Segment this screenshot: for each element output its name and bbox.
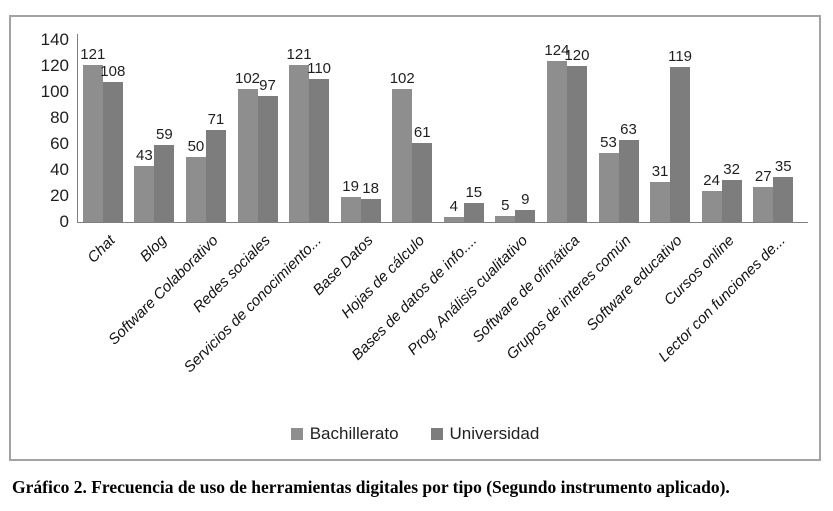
- bar-universidad: [566, 66, 587, 222]
- y-axis-tick-label: 120: [40, 56, 69, 75]
- x-axis-category-label: Blog: [137, 232, 171, 266]
- bar-universidad: [773, 176, 794, 222]
- value-label: 61: [413, 123, 431, 141]
- y-axis-tick-label: 100: [40, 82, 69, 101]
- bar-bachillerato: [753, 186, 774, 222]
- figure-caption: Gráfico 2. Frecuencia de uso de herramie…: [12, 477, 730, 497]
- y-axis-line: [77, 34, 78, 222]
- bar-bachillerato: [289, 64, 310, 222]
- value-label: 110: [307, 60, 332, 77]
- y-axis-tick-label: 80: [50, 108, 69, 127]
- value-label: 5: [501, 196, 510, 214]
- value-label: 19: [342, 178, 359, 196]
- x-axis-line: [77, 222, 808, 223]
- value-label: 121: [286, 45, 312, 63]
- value-label: 31: [651, 162, 669, 180]
- value-label: 50: [187, 138, 205, 155]
- bar-universidad: [360, 198, 381, 222]
- value-label: 35: [774, 157, 792, 175]
- legend-swatch-universidad-icon: [430, 428, 443, 440]
- bar-universidad: [205, 129, 226, 222]
- y-axis-tick-label: 60: [50, 134, 69, 153]
- value-label: 108: [100, 62, 126, 80]
- y-axis-tick-label: 20: [50, 186, 69, 205]
- bar-bachillerato: [340, 197, 361, 222]
- bar-universidad: [309, 79, 330, 222]
- value-label: 120: [564, 47, 590, 64]
- legend-item-bachillerato: Bachillerato: [290, 424, 399, 444]
- bar-bachillerato: [650, 181, 671, 222]
- bar-bachillerato: [134, 166, 155, 222]
- value-label: 71: [207, 110, 225, 128]
- bar-bachillerato: [185, 157, 206, 222]
- value-label: 119: [668, 48, 693, 66]
- bar-bachillerato: [443, 216, 464, 222]
- value-label: 9: [521, 191, 530, 209]
- bar-bachillerato: [546, 60, 567, 222]
- value-label: 63: [620, 121, 637, 139]
- value-label: 4: [449, 197, 458, 215]
- bar-universidad: [412, 142, 433, 222]
- value-label: 43: [136, 147, 153, 165]
- bar-universidad: [618, 140, 639, 222]
- legend-item-universidad: Universidad: [430, 424, 540, 444]
- bar-bachillerato: [237, 89, 258, 222]
- value-label: 53: [600, 134, 617, 152]
- y-axis-tick-label: 0: [59, 212, 69, 231]
- bar-universidad: [721, 180, 742, 222]
- value-label: 32: [723, 161, 740, 179]
- legend-label: Bachillerato: [309, 424, 399, 443]
- x-axis-category-label: Software educativo: [583, 232, 687, 335]
- bar-universidad: [670, 67, 691, 222]
- bar-bachillerato: [495, 215, 516, 222]
- bar-bachillerato: [701, 190, 722, 222]
- value-label: 18: [362, 179, 379, 197]
- bar-universidad: [154, 145, 175, 222]
- x-axis-category-label: Chat: [84, 232, 119, 267]
- value-label: 15: [465, 183, 483, 201]
- value-label: 102: [234, 70, 261, 88]
- value-label: 102: [389, 70, 415, 88]
- bar-universidad: [257, 95, 278, 222]
- bar-bachillerato: [82, 64, 103, 222]
- value-label: 124: [544, 41, 570, 59]
- value-label: 121: [80, 45, 106, 63]
- value-label: 97: [259, 76, 276, 94]
- bar-bachillerato: [392, 89, 413, 222]
- y-axis-tick-label: 40: [50, 160, 69, 179]
- value-label: 27: [754, 167, 772, 185]
- legend-swatch-bachillerato-icon: [290, 428, 303, 440]
- legend-label: Universidad: [449, 424, 540, 443]
- value-label: 24: [703, 171, 720, 189]
- y-axis-tick-label: 140: [40, 30, 69, 49]
- bar-universidad: [515, 210, 536, 222]
- bar-bachillerato: [598, 153, 619, 222]
- bar-universidad: [102, 81, 123, 222]
- chart-area: 0 20 40 60 80 100 120 140 121 108 43 59 50 71 102 97 12…: [9, 15, 821, 461]
- value-label: 59: [156, 126, 173, 144]
- legend: Bachillerato Universidad: [11, 424, 819, 444]
- bar-universidad: [463, 202, 484, 222]
